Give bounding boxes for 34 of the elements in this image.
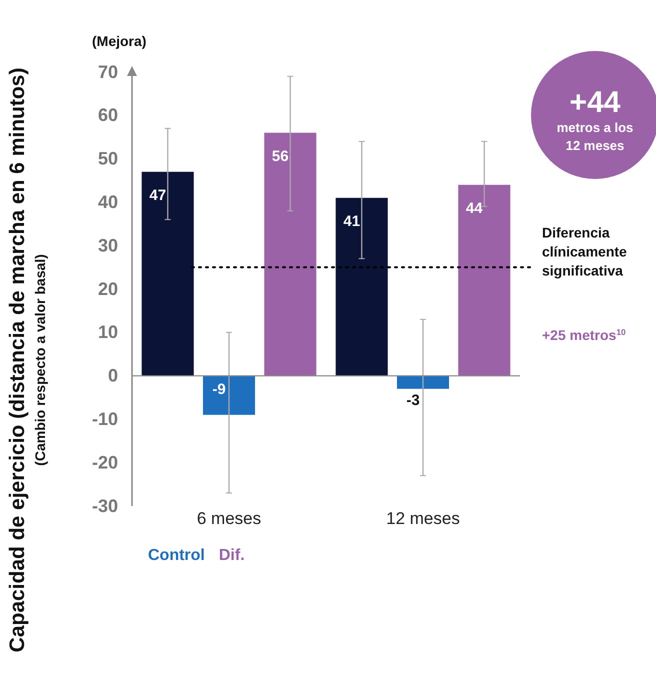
bar [336, 198, 388, 376]
x-tick-label: 6 meses [196, 509, 262, 528]
y-tick-label: 70 [98, 62, 118, 82]
text: Dif. [218, 547, 245, 564]
data-label: 44 [466, 200, 484, 217]
bar [458, 184, 510, 376]
bar [264, 132, 316, 376]
data-label: 41 [343, 212, 360, 230]
data-label: 47 [149, 186, 166, 204]
text: Control [148, 547, 205, 564]
ref-line-label: Diferencia clínicamente significativa [542, 224, 628, 278]
text: (Cambio respecto a valor basal) [32, 254, 48, 466]
y-tick-label: -20 [92, 452, 118, 472]
data-label: -9 [212, 380, 226, 398]
y-tick-label: 20 [98, 278, 118, 299]
y-tick-label: -10 [92, 408, 118, 429]
y-tick-label: 10 [98, 322, 118, 342]
y-tick-label: 30 [98, 235, 118, 256]
data-label: 56 [272, 148, 289, 165]
text: (Mejora) [92, 33, 146, 49]
y-axis-title: Capacidad de ejercicio (distancia de marcha en 6 minutos) [6, 68, 29, 652]
y-tick-label: 50 [98, 148, 118, 169]
text: metros a los 12 meses [556, 120, 634, 153]
y-tick-label: -30 [92, 496, 118, 516]
data-label: -3 [406, 392, 420, 409]
y-tick-label: 0 [108, 366, 118, 386]
bar [396, 376, 450, 389]
y-tick-label: 60 [98, 105, 118, 126]
bar [202, 376, 256, 415]
x-tick-label: 12 meses [386, 509, 460, 528]
bar [142, 172, 194, 376]
text: +44 [570, 86, 621, 119]
text: +25 metros$^{10}$ [542, 327, 626, 343]
y-tick-label: 40 [98, 192, 118, 212]
